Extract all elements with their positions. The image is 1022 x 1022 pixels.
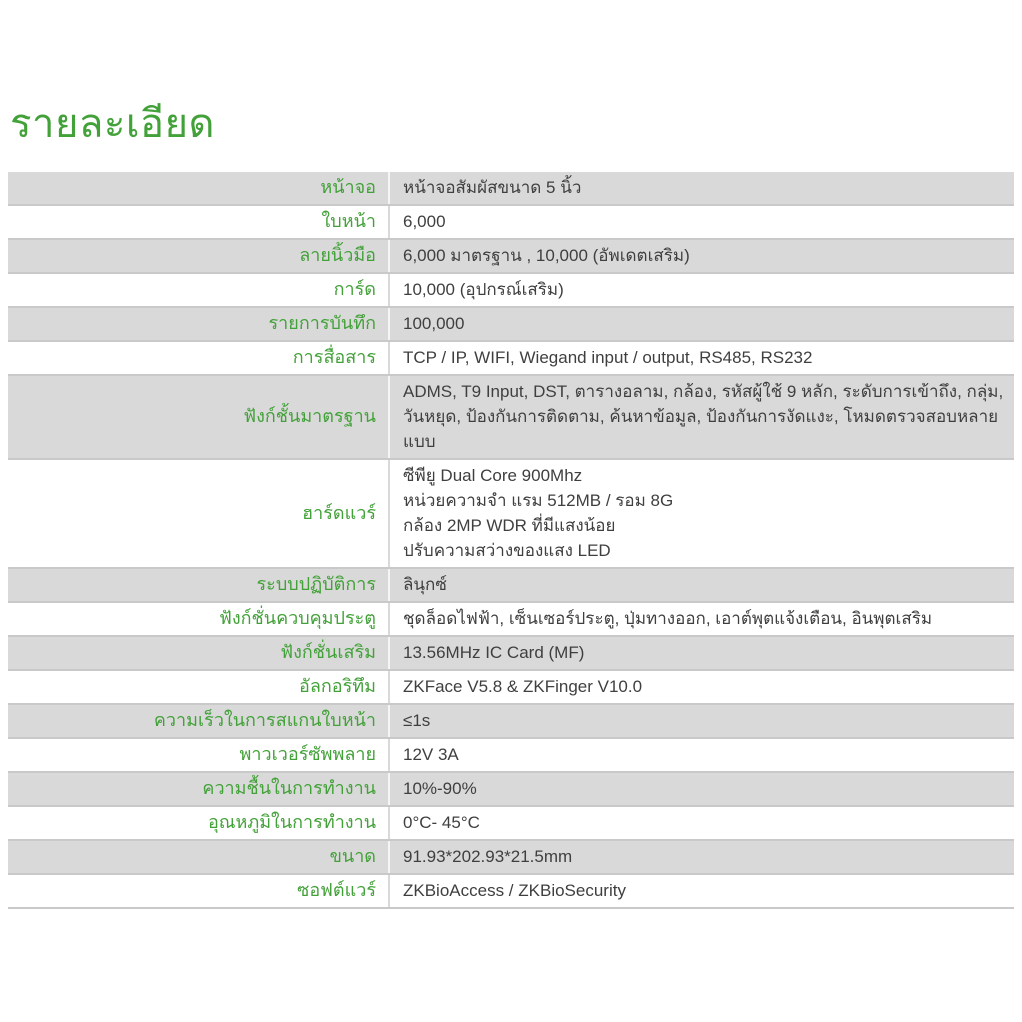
spec-label: ระบบปฏิบัติการ — [8, 569, 390, 601]
spec-label: ขนาด — [8, 841, 390, 873]
spec-label: ลายนิ้วมือ — [8, 240, 390, 272]
spec-value: หน้าจอสัมผัสขนาด 5 นิ้ว — [390, 172, 1014, 204]
spec-value-line: ≤1s — [403, 711, 431, 730]
spec-value-line: 12V 3A — [403, 745, 459, 764]
spec-row: รายการบันทึก 100,000 — [8, 308, 1014, 342]
spec-row: การ์ด 10,000 (อุปกรณ์เสริม) — [8, 274, 1014, 308]
spec-value-line: ซีพียู Dual Core 900Mhz — [403, 466, 583, 485]
spec-row: ฟังก์ชั่นเสริม 13.56MHz IC Card (MF) — [8, 637, 1014, 671]
spec-label: รายการบันทึก — [8, 308, 390, 340]
spec-label: ซอฟต์แวร์ — [8, 875, 390, 907]
spec-value: 13.56MHz IC Card (MF) — [390, 637, 1014, 669]
spec-value-line: ZKFace V5.8 & ZKFinger V10.0 — [403, 677, 643, 696]
spec-row: ใบหน้า 6,000 — [8, 206, 1014, 240]
spec-label: ใบหน้า — [8, 206, 390, 238]
spec-row: ฟังก์ชั้นมาตรฐาน ADMS, T9 Input, DST, ตา… — [8, 376, 1014, 460]
spec-value-line: 6,000 มาตรฐาน , 10,000 (อัพเดตเสริม) — [403, 246, 690, 265]
spec-value-line: 13.56MHz IC Card (MF) — [403, 643, 585, 662]
spec-value: 12V 3A — [390, 739, 1014, 771]
spec-label: ฟังก์ชั่นเสริม — [8, 637, 390, 669]
spec-value-line: วันหยุด, ป้องกันการติดตาม, ค้นหาข้อมูล, … — [403, 407, 999, 451]
spec-label: พาวเวอร์ซัพพลาย — [8, 739, 390, 771]
spec-label: ฟังก์ชั้นมาตรฐาน — [8, 376, 390, 458]
spec-value-line: ชุดล็อดไฟฟ้า, เซ็นเซอร์ประตู, ปุ่มทางออก… — [403, 609, 933, 628]
spec-label: หน้าจอ — [8, 172, 390, 204]
spec-value: 91.93*202.93*21.5mm — [390, 841, 1014, 873]
spec-value: 10,000 (อุปกรณ์เสริม) — [390, 274, 1014, 306]
spec-value-line: 6,000 — [403, 212, 446, 231]
page-title: รายละเอียด — [10, 102, 215, 146]
spec-row: ฮาร์ดแวร์ ซีพียู Dual Core 900Mhz หน่วยคว… — [8, 460, 1014, 569]
spec-label: ความเร็วในการสแกนใบหน้า — [8, 705, 390, 737]
spec-label: ฟังก์ชั่นควบคุมประตู — [8, 603, 390, 635]
spec-value-line: ADMS, T9 Input, DST, ตารางอลาม, กล้อง, ร… — [403, 382, 1004, 401]
spec-value: 6,000 มาตรฐาน , 10,000 (อัพเดตเสริม) — [390, 240, 1014, 272]
spec-row: ฟังก์ชั่นควบคุมประตู ชุดล็อดไฟฟ้า, เซ็นเ… — [8, 603, 1014, 637]
spec-row: ลายนิ้วมือ 6,000 มาตรฐาน , 10,000 (อัพเด… — [8, 240, 1014, 274]
spec-value-line: TCP / IP, WIFI, Wiegand input / output, … — [403, 348, 813, 367]
spec-value: ลินุกซ์ — [390, 569, 1014, 601]
spec-value: TCP / IP, WIFI, Wiegand input / output, … — [390, 342, 1014, 374]
spec-label: อุณหภูมิในการทำงาน — [8, 807, 390, 839]
spec-value-line: 0°C- 45°C — [403, 813, 480, 832]
spec-row: อัลกอริทึม ZKFace V5.8 & ZKFinger V10.0 — [8, 671, 1014, 705]
spec-value-line: 100,000 — [403, 314, 465, 333]
spec-value-line: หน้าจอสัมผัสขนาด 5 นิ้ว — [403, 178, 582, 197]
spec-row: ความชื้นในการทำงาน 10%-90% — [8, 773, 1014, 807]
spec-value-line: ลินุกซ์ — [403, 575, 447, 594]
spec-value-line: 91.93*202.93*21.5mm — [403, 847, 573, 866]
spec-value: ชุดล็อดไฟฟ้า, เซ็นเซอร์ประตู, ปุ่มทางออก… — [390, 603, 1014, 635]
spec-value-line: ZKBioAccess / ZKBioSecurity — [403, 881, 626, 900]
spec-value: ซีพียู Dual Core 900Mhz หน่วยความจำ แรม 5… — [390, 460, 1014, 567]
spec-value: 0°C- 45°C — [390, 807, 1014, 839]
spec-value-line: 10,000 (อุปกรณ์เสริม) — [403, 280, 564, 299]
spec-row: ขนาด 91.93*202.93*21.5mm — [8, 841, 1014, 875]
spec-value-line: กล้อง 2MP WDR ที่มีแสงน้อย — [403, 516, 616, 535]
spec-value: 100,000 — [390, 308, 1014, 340]
spec-value: ZKFace V5.8 & ZKFinger V10.0 — [390, 671, 1014, 703]
content-area: รายละเอียด หน้าจอ หน้าจอสัมผัสขนาด 5 นิ้… — [8, 102, 1014, 909]
spec-value: ZKBioAccess / ZKBioSecurity — [390, 875, 1014, 907]
spec-row: ความเร็วในการสแกนใบหน้า ≤1s — [8, 705, 1014, 739]
spec-label: การ์ด — [8, 274, 390, 306]
spec-value-line: 10%-90% — [403, 779, 477, 798]
spec-row: อุณหภูมิในการทำงาน 0°C- 45°C — [8, 807, 1014, 841]
spec-label: ความชื้นในการทำงาน — [8, 773, 390, 805]
spec-label: อัลกอริทึม — [8, 671, 390, 703]
spec-value-line: ปรับความสว่างของแสง LED — [403, 541, 611, 560]
spec-row: หน้าจอ หน้าจอสัมผัสขนาด 5 นิ้ว — [8, 172, 1014, 206]
spec-row: ซอฟต์แวร์ ZKBioAccess / ZKBioSecurity — [8, 875, 1014, 909]
spec-row: การสื่อสาร TCP / IP, WIFI, Wiegand input… — [8, 342, 1014, 376]
spec-value: ≤1s — [390, 705, 1014, 737]
spec-label: ฮาร์ดแวร์ — [8, 460, 390, 567]
spec-value: 10%-90% — [390, 773, 1014, 805]
spec-label: การสื่อสาร — [8, 342, 390, 374]
spec-value-line: หน่วยความจำ แรม 512MB / รอม 8G — [403, 491, 674, 510]
spec-row: ระบบปฏิบัติการ ลินุกซ์ — [8, 569, 1014, 603]
spec-value: ADMS, T9 Input, DST, ตารางอลาม, กล้อง, ร… — [390, 376, 1014, 458]
spec-row: พาวเวอร์ซัพพลาย 12V 3A — [8, 739, 1014, 773]
spec-value: 6,000 — [390, 206, 1014, 238]
spec-table: หน้าจอ หน้าจอสัมผัสขนาด 5 นิ้ว ใบหน้า 6,… — [8, 172, 1014, 909]
